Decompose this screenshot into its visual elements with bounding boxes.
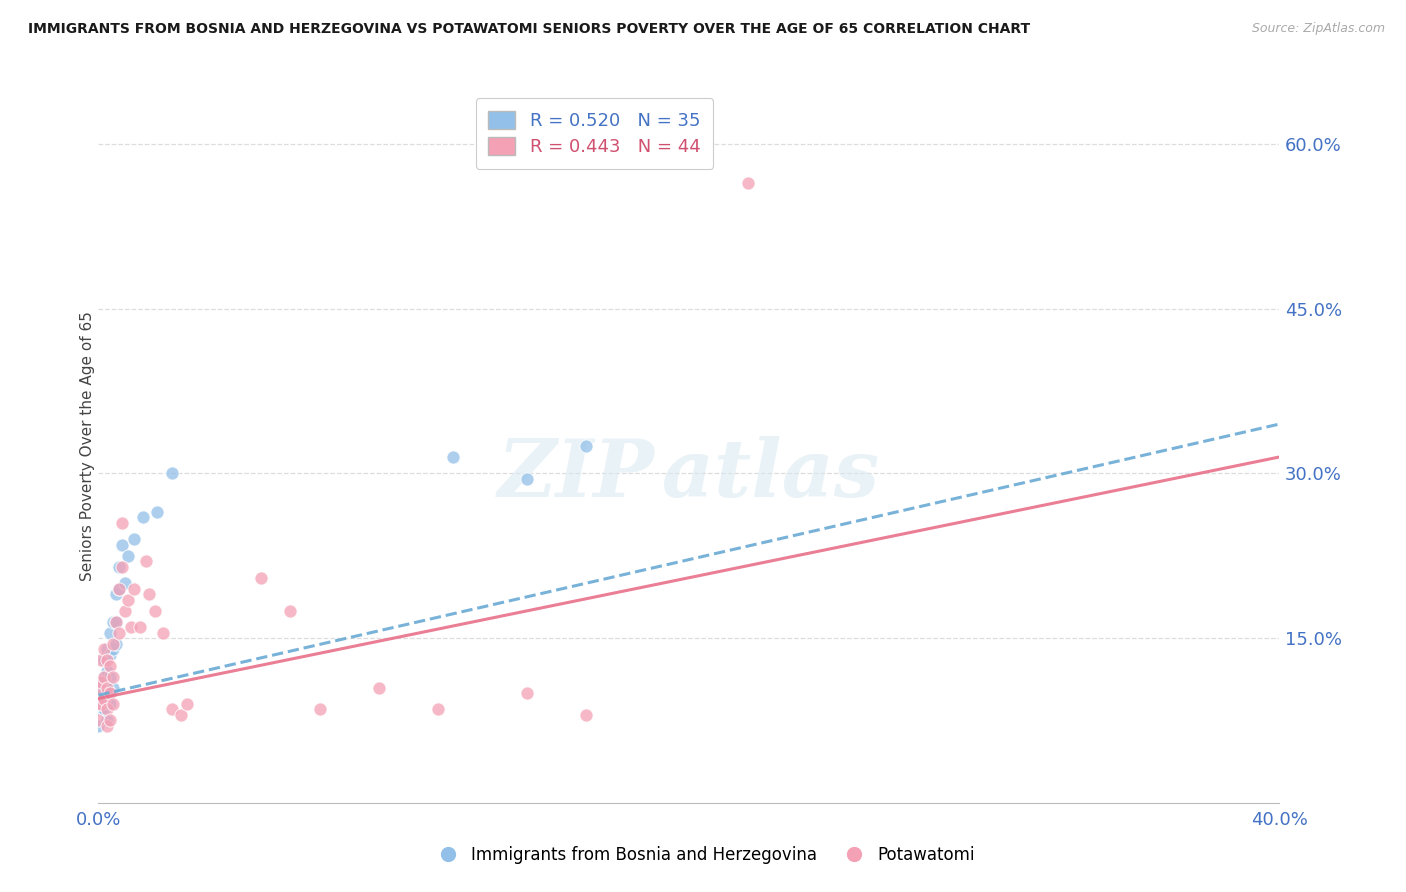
Point	[441, 450, 464, 464]
Point	[96, 664, 118, 678]
Point	[114, 604, 136, 618]
Point	[96, 642, 118, 657]
Point	[103, 615, 125, 629]
Point	[90, 702, 112, 716]
Point	[96, 681, 118, 695]
Point	[93, 642, 115, 657]
Point	[132, 510, 155, 524]
Point	[103, 669, 125, 683]
Legend: Immigrants from Bosnia and Herzegovina, Potawatomi: Immigrants from Bosnia and Herzegovina, …	[425, 839, 981, 871]
Legend: R = 0.520   N = 35, R = 0.443   N = 44: R = 0.520 N = 35, R = 0.443 N = 44	[475, 98, 713, 169]
Text: ZIP atlas: ZIP atlas	[498, 436, 880, 513]
Point	[98, 625, 121, 640]
Point	[574, 439, 596, 453]
Point	[93, 691, 115, 706]
Point	[98, 669, 121, 683]
Text: IMMIGRANTS FROM BOSNIA AND HERZEGOVINA VS POTAWATOMI SENIORS POVERTY OVER THE AG: IMMIGRANTS FROM BOSNIA AND HERZEGOVINA V…	[28, 22, 1031, 37]
Point	[98, 648, 121, 662]
Point	[90, 675, 112, 690]
Point	[93, 702, 115, 716]
Point	[111, 559, 134, 574]
Point	[98, 697, 121, 711]
Point	[103, 681, 125, 695]
Point	[105, 637, 128, 651]
Point	[122, 533, 145, 547]
Point	[108, 559, 131, 574]
Point	[515, 686, 537, 700]
Point	[103, 637, 125, 651]
Point	[152, 625, 174, 640]
Point	[98, 658, 121, 673]
Point	[96, 719, 118, 733]
Point	[87, 719, 110, 733]
Point	[103, 697, 125, 711]
Text: Source: ZipAtlas.com: Source: ZipAtlas.com	[1251, 22, 1385, 36]
Point	[103, 642, 125, 657]
Point	[574, 708, 596, 723]
Point	[138, 587, 160, 601]
Point	[278, 604, 302, 618]
Point	[87, 697, 110, 711]
Point	[146, 505, 169, 519]
Point	[117, 549, 139, 563]
Point	[737, 176, 759, 190]
Point	[108, 582, 131, 596]
Point	[122, 582, 145, 596]
Y-axis label: Seniors Poverty Over the Age of 65: Seniors Poverty Over the Age of 65	[80, 311, 94, 581]
Point	[368, 681, 391, 695]
Point	[105, 587, 128, 601]
Point	[162, 702, 183, 716]
Point	[427, 702, 450, 716]
Point	[93, 669, 115, 683]
Point	[108, 625, 131, 640]
Point	[90, 675, 112, 690]
Point	[90, 697, 112, 711]
Point	[93, 653, 115, 667]
Point	[105, 615, 128, 629]
Point	[90, 653, 112, 667]
Point	[111, 516, 134, 530]
Point	[96, 702, 118, 716]
Point	[120, 620, 142, 634]
Point	[135, 554, 157, 568]
Point	[87, 681, 110, 695]
Point	[98, 714, 121, 728]
Point	[87, 697, 110, 711]
Point	[162, 467, 183, 481]
Point	[515, 472, 537, 486]
Point	[96, 653, 118, 667]
Point	[170, 708, 193, 723]
Point	[105, 615, 128, 629]
Point	[87, 714, 110, 728]
Point	[93, 669, 115, 683]
Point	[250, 571, 273, 585]
Point	[93, 691, 115, 706]
Point	[96, 714, 118, 728]
Point	[111, 538, 134, 552]
Point	[90, 686, 112, 700]
Point	[309, 702, 332, 716]
Point	[176, 697, 198, 711]
Point	[143, 604, 166, 618]
Point	[128, 620, 150, 634]
Point	[117, 592, 139, 607]
Point	[98, 686, 121, 700]
Point	[108, 582, 131, 596]
Point	[114, 576, 136, 591]
Point	[96, 691, 118, 706]
